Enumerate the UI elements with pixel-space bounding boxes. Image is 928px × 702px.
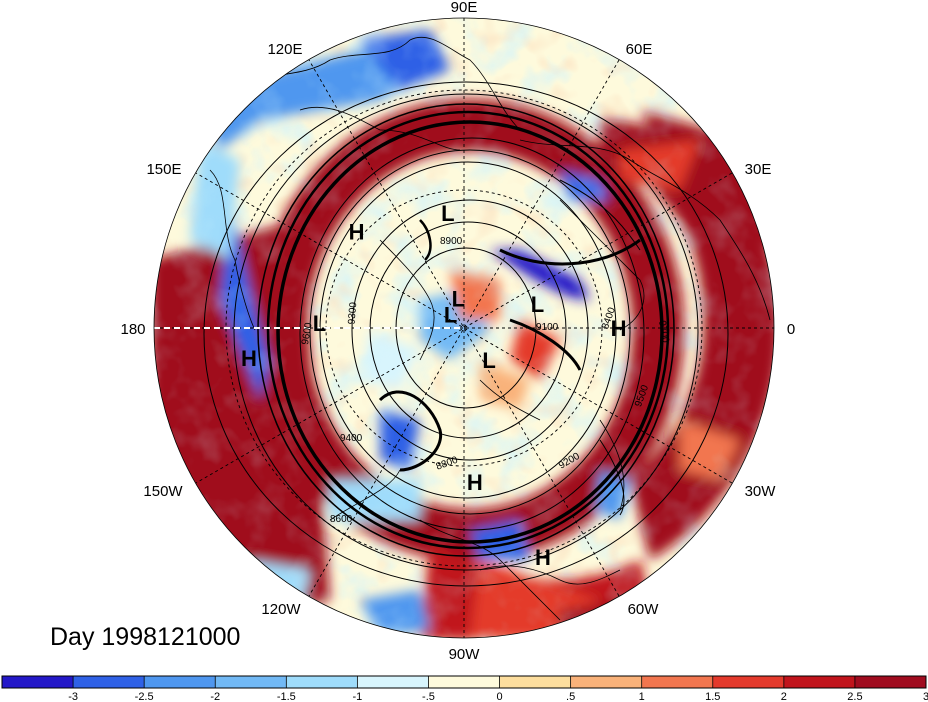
colorbar-swatch	[357, 676, 429, 688]
colorbar-tick-label: -2	[210, 691, 220, 702]
contour-label: 8600	[330, 514, 353, 525]
colorbar-swatch	[286, 676, 358, 688]
meridian-label-0: 0	[787, 321, 795, 338]
high-center-label: H	[467, 470, 483, 495]
contour-label: 9700	[656, 320, 671, 344]
colorbar-tick-label: -2.5	[135, 691, 154, 702]
colorbar-tick-label: 3	[923, 691, 928, 702]
colorbar: -3 -2.5 -2 -1.5 -1 -.5 0 .5 1 1.5 2 2.5 3	[1, 675, 928, 702]
colorbar-frame	[1, 675, 927, 689]
meridian-label-60e: 60E	[626, 41, 653, 58]
colorbar-tick-label: 2.5	[847, 691, 862, 702]
high-center-label: H	[241, 346, 257, 371]
meridian-label-60w: 60W	[628, 601, 660, 618]
meridian-label-30e: 30E	[745, 161, 772, 178]
high-center-label: H	[611, 316, 627, 341]
low-center-label: L	[441, 201, 454, 226]
map-boundary	[153, 17, 775, 639]
meridian-labels: 90E 60E 30E 0 30W 60W 90W 120W 150W 180 …	[120, 0, 795, 663]
contour-label: 8900	[440, 236, 463, 247]
meridian-label-120e: 120E	[267, 41, 302, 58]
meridian-label-30w: 30W	[745, 483, 777, 500]
colorbar-tick-label: .5	[566, 691, 575, 702]
low-center-label: L	[482, 348, 495, 373]
contour-label: 9100	[536, 322, 559, 333]
colorbar-tick-label: -1	[352, 691, 362, 702]
colorbar-swatch	[712, 676, 785, 688]
colorbar-tick-label: 2	[781, 691, 787, 702]
meridian-label-150w: 150W	[143, 483, 183, 500]
meridian-label-150e: 150E	[146, 161, 181, 178]
colorbar-swatch	[2, 676, 74, 688]
contour-label: 9300	[346, 301, 359, 325]
low-center-label: L	[452, 287, 465, 312]
high-center-label: H	[535, 545, 551, 570]
meridian-label-90w: 90W	[449, 646, 481, 663]
colorbar-swatch	[73, 676, 145, 688]
colorbar-swatch	[783, 676, 856, 688]
meridian-label-180: 180	[120, 321, 145, 338]
coastlines	[209, 36, 771, 621]
colorbar-swatch	[854, 676, 927, 688]
low-center-label: L	[444, 303, 457, 328]
contour-label: 9400	[340, 433, 363, 444]
colorbar-tick-label: -3	[68, 691, 78, 702]
colorbar-swatch	[215, 676, 287, 688]
colorbar-swatch	[499, 676, 571, 688]
high-center-label: H	[349, 219, 365, 244]
contour-label: 9600	[300, 321, 315, 345]
meridian-label-120w: 120W	[261, 601, 301, 618]
low-center-label: L	[313, 311, 326, 336]
colorbar-tick-label: 0	[496, 691, 502, 702]
colorbar-tick-label: 1	[639, 691, 645, 702]
colorbar-swatch	[144, 676, 216, 688]
day-title: Day 1998121000	[50, 623, 240, 651]
colorbar-tick-label: -1.5	[277, 691, 296, 702]
low-center-label: L	[531, 292, 544, 317]
colorbar-tick-label: -.5	[422, 691, 435, 702]
colorbar-tick-label: 1.5	[705, 691, 720, 702]
colorbar-swatch	[570, 676, 642, 688]
meridian-label-90e: 90E	[451, 0, 478, 16]
colorbar-swatch	[641, 676, 714, 688]
colorbar-swatch	[428, 676, 500, 688]
